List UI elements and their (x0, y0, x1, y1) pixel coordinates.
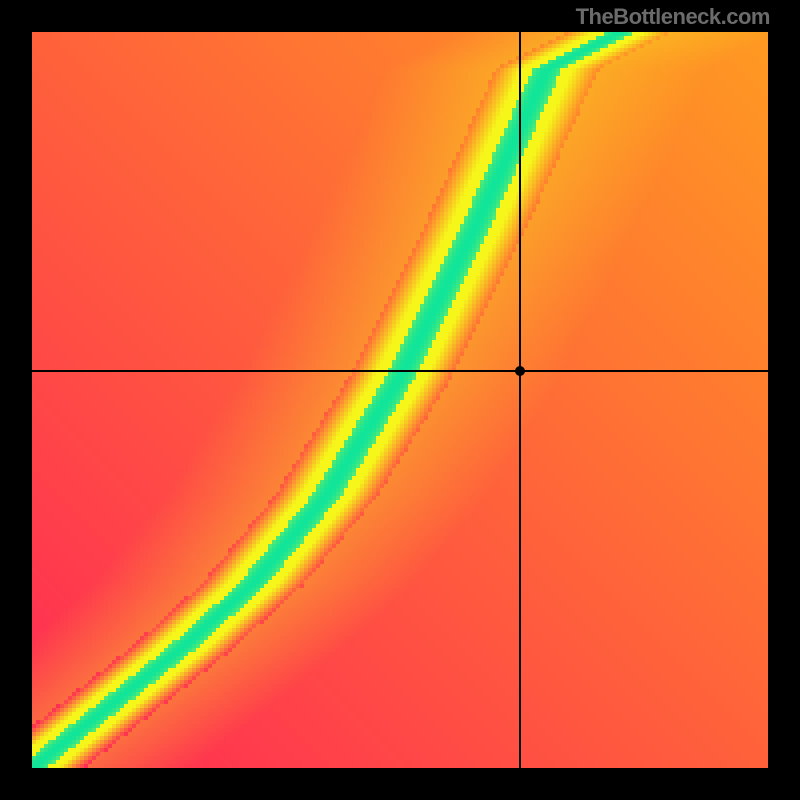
crosshair-dot (515, 366, 525, 376)
chart-container: TheBottleneck.com (0, 0, 800, 800)
crosshair-horizontal (32, 370, 768, 372)
crosshair-vertical (519, 32, 521, 768)
heatmap-canvas (32, 32, 768, 768)
watermark-text: TheBottleneck.com (576, 4, 770, 30)
